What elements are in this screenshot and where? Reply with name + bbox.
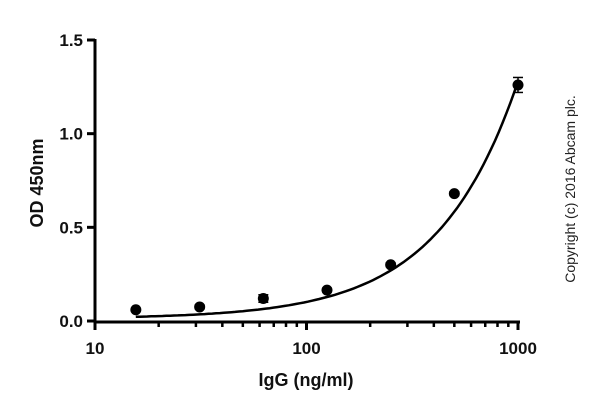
y-tick-label: 0.0 <box>59 312 83 331</box>
x-tick-label: 1000 <box>499 339 537 358</box>
x-axis-title: IgG (ng/ml) <box>259 370 354 390</box>
data-point <box>194 301 206 313</box>
data-point <box>385 259 397 271</box>
y-tick-label: 0.5 <box>59 218 83 237</box>
data-point <box>130 304 142 316</box>
copyright-notice: Copyright (c) 2016 Abcam plc. <box>562 95 578 283</box>
x-tick-label: 10 <box>86 339 105 358</box>
data-point <box>448 188 460 200</box>
data-points <box>130 76 524 316</box>
y-tick-label: 1.5 <box>59 31 83 50</box>
x-tick-label: 100 <box>292 339 320 358</box>
data-point <box>512 79 524 91</box>
y-axis-title: OD 450nm <box>27 138 47 227</box>
axes: 0.0 0.5 1.0 1.5 10 100 1000 <box>59 31 537 358</box>
data-point <box>257 293 269 305</box>
fit-curve <box>135 80 520 319</box>
y-tick-label: 1.0 <box>59 125 83 144</box>
data-point <box>321 284 333 296</box>
